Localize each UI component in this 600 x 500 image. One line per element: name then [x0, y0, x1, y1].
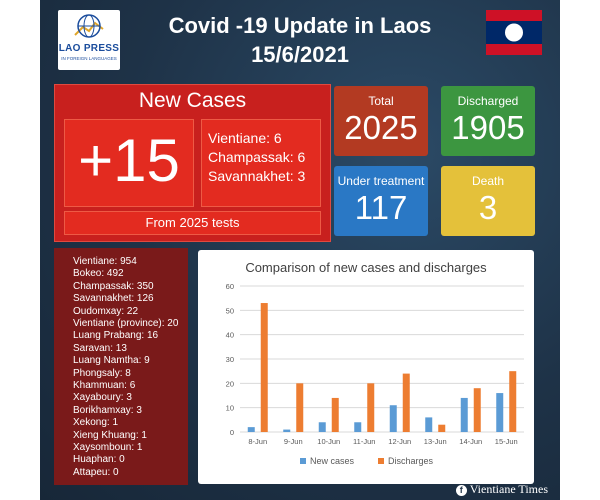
x-tick-label: 8-Jun — [248, 437, 267, 446]
bar-discharges — [367, 383, 375, 432]
new-cases-provinces: Vientiane: 6 Champassak: 6 Savannakhet: … — [201, 119, 321, 207]
province-totals-list: Vientiane: 954 Bokeo: 492 Champassak: 350 S… — [54, 248, 188, 485]
province-total-item: Xieng Khuang: 1 — [73, 429, 147, 441]
total-card: Total 2025 — [334, 86, 428, 156]
y-tick-label: 50 — [226, 306, 234, 315]
y-tick-label: 40 — [226, 331, 234, 340]
province-total-item: Xekong: 1 — [73, 417, 119, 429]
total-label: Total — [368, 94, 394, 108]
chart-svg: Comparison of new cases and discharges 0 1… — [226, 260, 524, 466]
new-cases-count: +15 — [78, 127, 180, 194]
bar-new-cases — [283, 429, 291, 432]
x-tick-label: 15-Jun — [495, 437, 518, 446]
logo-text: LAO PRESS — [58, 43, 120, 54]
x-tick-label: 10-Jun — [317, 437, 340, 446]
x-tick-label: 13-Jun — [424, 437, 447, 446]
death-card: Death 3 — [441, 166, 535, 236]
bar-discharges — [260, 303, 268, 432]
y-tick-label: 30 — [226, 355, 234, 364]
bar-new-cases — [318, 422, 326, 432]
legend-label: New cases — [310, 456, 355, 466]
new-case-province: Vientiane: 6 — [208, 130, 282, 146]
new-cases-count-box: +15 — [64, 119, 194, 207]
bar-discharges — [331, 397, 339, 432]
total-value: 2025 — [344, 109, 418, 146]
province-total-item: Khammuan: 6 — [73, 380, 136, 391]
bar-new-cases — [425, 417, 433, 432]
province-total-item: Savannakhet: 126 — [73, 293, 154, 305]
bar-new-cases — [389, 405, 397, 432]
province-total-item: Luang Prabang: 16 — [73, 330, 159, 342]
x-tick-label: 12-Jun — [388, 437, 411, 446]
province-total-item: Attapeu: 0 — [73, 466, 119, 478]
bar-new-cases — [460, 397, 468, 432]
province-total-item: Phongsaly: 8 — [73, 367, 131, 379]
province-total-item: Vientiane (province): 20 — [73, 318, 179, 329]
page-date: 15/6/2021 — [251, 42, 349, 67]
legend-swatch — [300, 458, 306, 464]
chart-title: Comparison of new cases and discharges — [245, 260, 487, 275]
bar-new-cases — [496, 393, 504, 432]
bar-discharges — [402, 373, 410, 432]
bar-discharges — [296, 383, 304, 432]
y-tick-label: 20 — [226, 379, 234, 388]
new-case-province: Champassak: 6 — [208, 149, 306, 165]
death-label: Death — [471, 174, 505, 188]
legend-swatch — [378, 458, 384, 464]
y-tick-label: 60 — [226, 282, 234, 291]
province-total-item: Xaysomboun: 1 — [73, 442, 143, 453]
footer-credit: f Vientiane Times — [455, 482, 548, 497]
under-treatment-card: Under treatment 117 — [334, 166, 428, 236]
logo-subtext: IN FOREIGN LANGUAGES — [61, 56, 117, 61]
under-treatment-label: Under treatment — [337, 174, 425, 188]
x-tick-label: 14-Jun — [459, 437, 482, 446]
province-total-item: Oudomxay: 22 — [73, 305, 139, 317]
bar-discharges — [438, 424, 446, 432]
tests-count: From 2025 tests — [64, 211, 321, 235]
bar-new-cases — [354, 422, 362, 432]
province-total-item: Borikhamxay: 3 — [73, 404, 142, 416]
x-tick-label: 11-Jun — [353, 437, 375, 446]
lao-press-logo: LAO PRESS IN FOREIGN LANGUAGES — [58, 10, 120, 70]
discharged-label: Discharged — [457, 94, 519, 108]
x-tick-label: 9-Jun — [284, 437, 303, 446]
bar-new-cases — [247, 427, 255, 432]
comparison-chart: Comparison of new cases and discharges 0 1… — [198, 250, 534, 484]
province-total-item: Champassak: 350 — [73, 280, 154, 292]
footer-text: Vientiane Times — [469, 482, 548, 496]
province-total-item: Luang Namtha: 9 — [73, 355, 150, 367]
new-cases-panel: New Cases +15 Vientiane: 6 Champassak: 6… — [54, 84, 331, 242]
legend-label: Discharges — [388, 456, 434, 466]
province-total-item: Bokeo: 492 — [73, 268, 124, 280]
death-value: 3 — [478, 189, 498, 226]
discharged-card: Discharged 1905 — [441, 86, 535, 156]
infographic: LAO PRESS IN FOREIGN LANGUAGES Covid -19… — [40, 0, 560, 500]
bar-discharges — [509, 371, 517, 432]
globe-icon — [74, 14, 104, 38]
province-total-item: Xayaboury: 3 — [73, 392, 132, 404]
y-tick-label: 10 — [226, 404, 234, 413]
province-total-item: Vientiane: 954 — [73, 256, 137, 267]
y-tick-label: 0 — [230, 428, 234, 437]
province-total-item: Saravan: 13 — [73, 342, 127, 354]
discharged-value: 1905 — [451, 109, 525, 146]
laos-flag-icon — [486, 10, 542, 55]
province-total-item: Huaphan: 0 — [73, 454, 125, 466]
facebook-icon: f — [455, 485, 467, 496]
bar-discharges — [473, 388, 481, 432]
new-case-province: Savannakhet: 3 — [208, 168, 306, 184]
new-cases-heading: New Cases — [138, 89, 247, 112]
page-title: Covid -19 Update in Laos — [168, 13, 432, 38]
under-treatment-value: 117 — [354, 189, 408, 226]
